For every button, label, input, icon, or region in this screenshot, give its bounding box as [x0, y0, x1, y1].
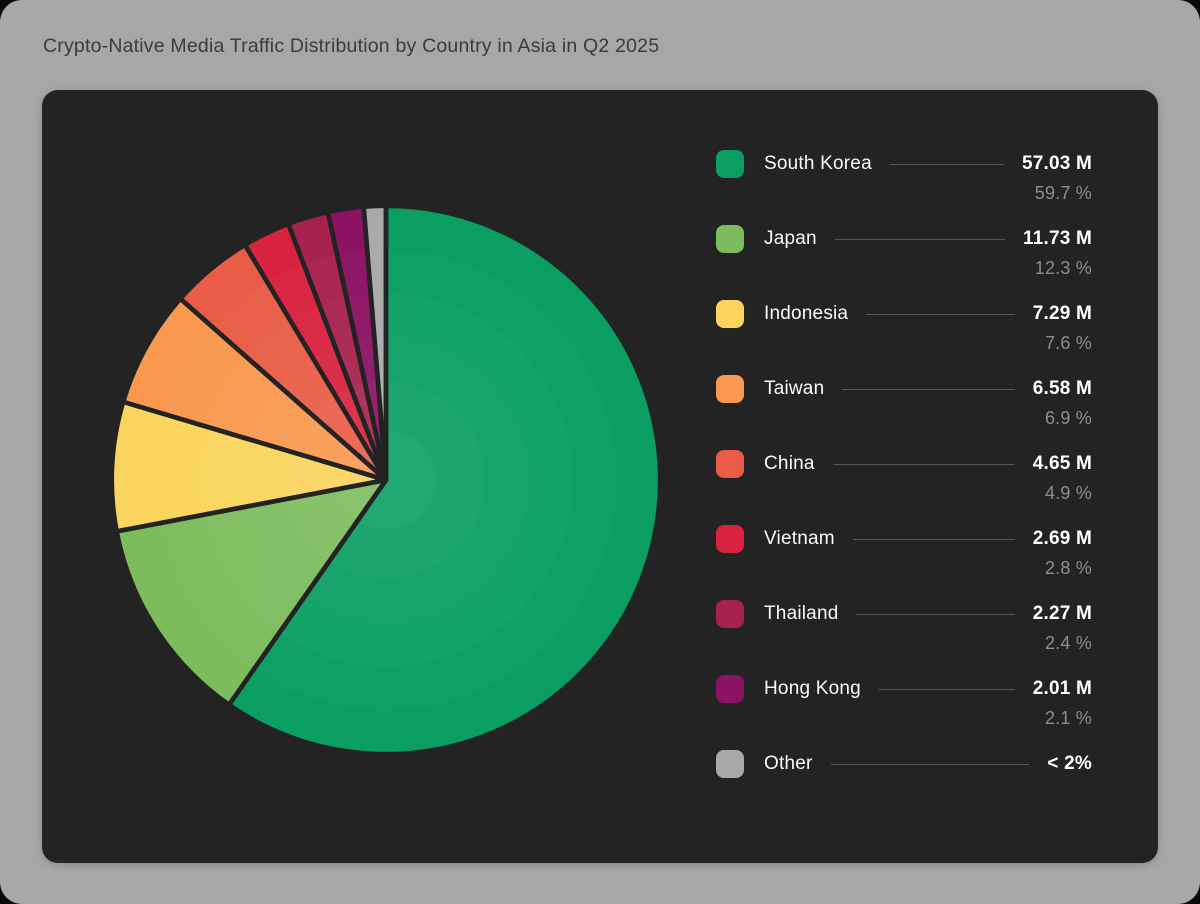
legend-connector-line: [830, 763, 1030, 765]
legend-item-indonesia: Indonesia 7.29 M 7.6 %: [716, 300, 1092, 355]
legend-swatch: [716, 750, 744, 778]
legend-connector-line: [834, 238, 1005, 240]
legend-label: Vietnam: [764, 528, 835, 549]
legend-row: Indonesia 7.29 M: [716, 300, 1092, 328]
pie-slice-indonesia: [109, 399, 389, 534]
legend-label: Taiwan: [764, 378, 825, 399]
legend-swatch: [716, 675, 744, 703]
legend-percent: 59.7 %: [1034, 183, 1092, 203]
legend-swatch: [716, 450, 744, 478]
legend-percent: 12.3 %: [1034, 258, 1092, 278]
legend-swatch: [716, 375, 744, 403]
legend-percent: 2.8 %: [1044, 558, 1092, 578]
legend-label: South Korea: [764, 153, 872, 174]
legend-row: Taiwan 6.58 M: [716, 375, 1092, 403]
legend-value: < 2%: [1047, 753, 1092, 774]
chart-title: Crypto-Native Media Traffic Distribution…: [43, 35, 660, 57]
legend-row: South Korea 57.03 M: [716, 150, 1092, 178]
legend-value: 11.73 M: [1022, 228, 1092, 249]
legend-item-other: Other < 2%: [716, 750, 1092, 778]
legend-row: Other < 2%: [716, 750, 1092, 778]
legend-item-south-korea: South Korea 57.03 M 59.7 %: [716, 150, 1092, 205]
legend-row: China 4.65 M: [716, 450, 1092, 478]
legend-item-thailand: Thailand 2.27 M 2.4 %: [716, 600, 1092, 655]
pie-chart-svg: [109, 203, 663, 757]
legend-connector-line: [866, 313, 1015, 315]
legend-connector-line: [856, 613, 1015, 615]
legend-connector-line: [842, 388, 1015, 390]
chart-card: South Korea 57.03 M 59.7 % Japan 11.73 M 12.3…: [42, 90, 1158, 863]
legend-connector-line: [878, 688, 1015, 690]
legend-connector-line: [832, 463, 1015, 465]
legend-value: 6.58 M: [1032, 378, 1092, 399]
legend-value: 2.01 M: [1032, 678, 1092, 699]
legend-percent: 6.9 %: [1044, 408, 1092, 428]
legend-label: China: [764, 453, 815, 474]
legend-swatch: [716, 600, 744, 628]
legend-row: Thailand 2.27 M: [716, 600, 1092, 628]
pie-slice-south-korea: [226, 203, 663, 757]
legend-label: Indonesia: [764, 303, 849, 324]
legend-value: 7.29 M: [1032, 303, 1092, 324]
pie-slice-japan: [114, 477, 389, 708]
legend-item-taiwan: Taiwan 6.58 M 6.9 %: [716, 375, 1092, 430]
legend-item-japan: Japan 11.73 M 12.3 %: [716, 225, 1092, 280]
legend-item-hong-kong: Hong Kong 2.01 M 2.1 %: [716, 675, 1092, 730]
legend-swatch: [716, 300, 744, 328]
legend-row: Japan 11.73 M: [716, 225, 1092, 253]
legend-percent: 2.4 %: [1044, 633, 1092, 653]
legend-label: Japan: [764, 228, 817, 249]
legend-row: Vietnam 2.69 M: [716, 525, 1092, 553]
legend-label: Hong Kong: [764, 678, 861, 699]
pie-chart: [109, 203, 663, 757]
legend-percent: 4.9 %: [1044, 483, 1092, 503]
legend-swatch: [716, 525, 744, 553]
legend-swatch: [716, 150, 744, 178]
legend-value: 2.69 M: [1032, 528, 1092, 549]
legend-value: 57.03 M: [1021, 153, 1092, 174]
pie-slice-other: [361, 203, 389, 483]
legend-value: 2.27 M: [1032, 603, 1092, 624]
legend-swatch: [716, 225, 744, 253]
legend-connector-line: [889, 163, 1004, 165]
legend-percent: 7.6 %: [1044, 333, 1092, 353]
legend-item-vietnam: Vietnam 2.69 M 2.8 %: [716, 525, 1092, 580]
legend-label: Thailand: [764, 603, 839, 624]
legend-row: Hong Kong 2.01 M: [716, 675, 1092, 703]
legend-item-china: China 4.65 M 4.9 %: [716, 450, 1092, 505]
legend-label: Other: [764, 753, 813, 774]
legend-percent: 2.1 %: [1044, 708, 1092, 728]
legend-value: 4.65 M: [1032, 453, 1092, 474]
legend-connector-line: [852, 538, 1015, 540]
legend: South Korea 57.03 M 59.7 % Japan 11.73 M 12.3…: [716, 150, 1092, 798]
